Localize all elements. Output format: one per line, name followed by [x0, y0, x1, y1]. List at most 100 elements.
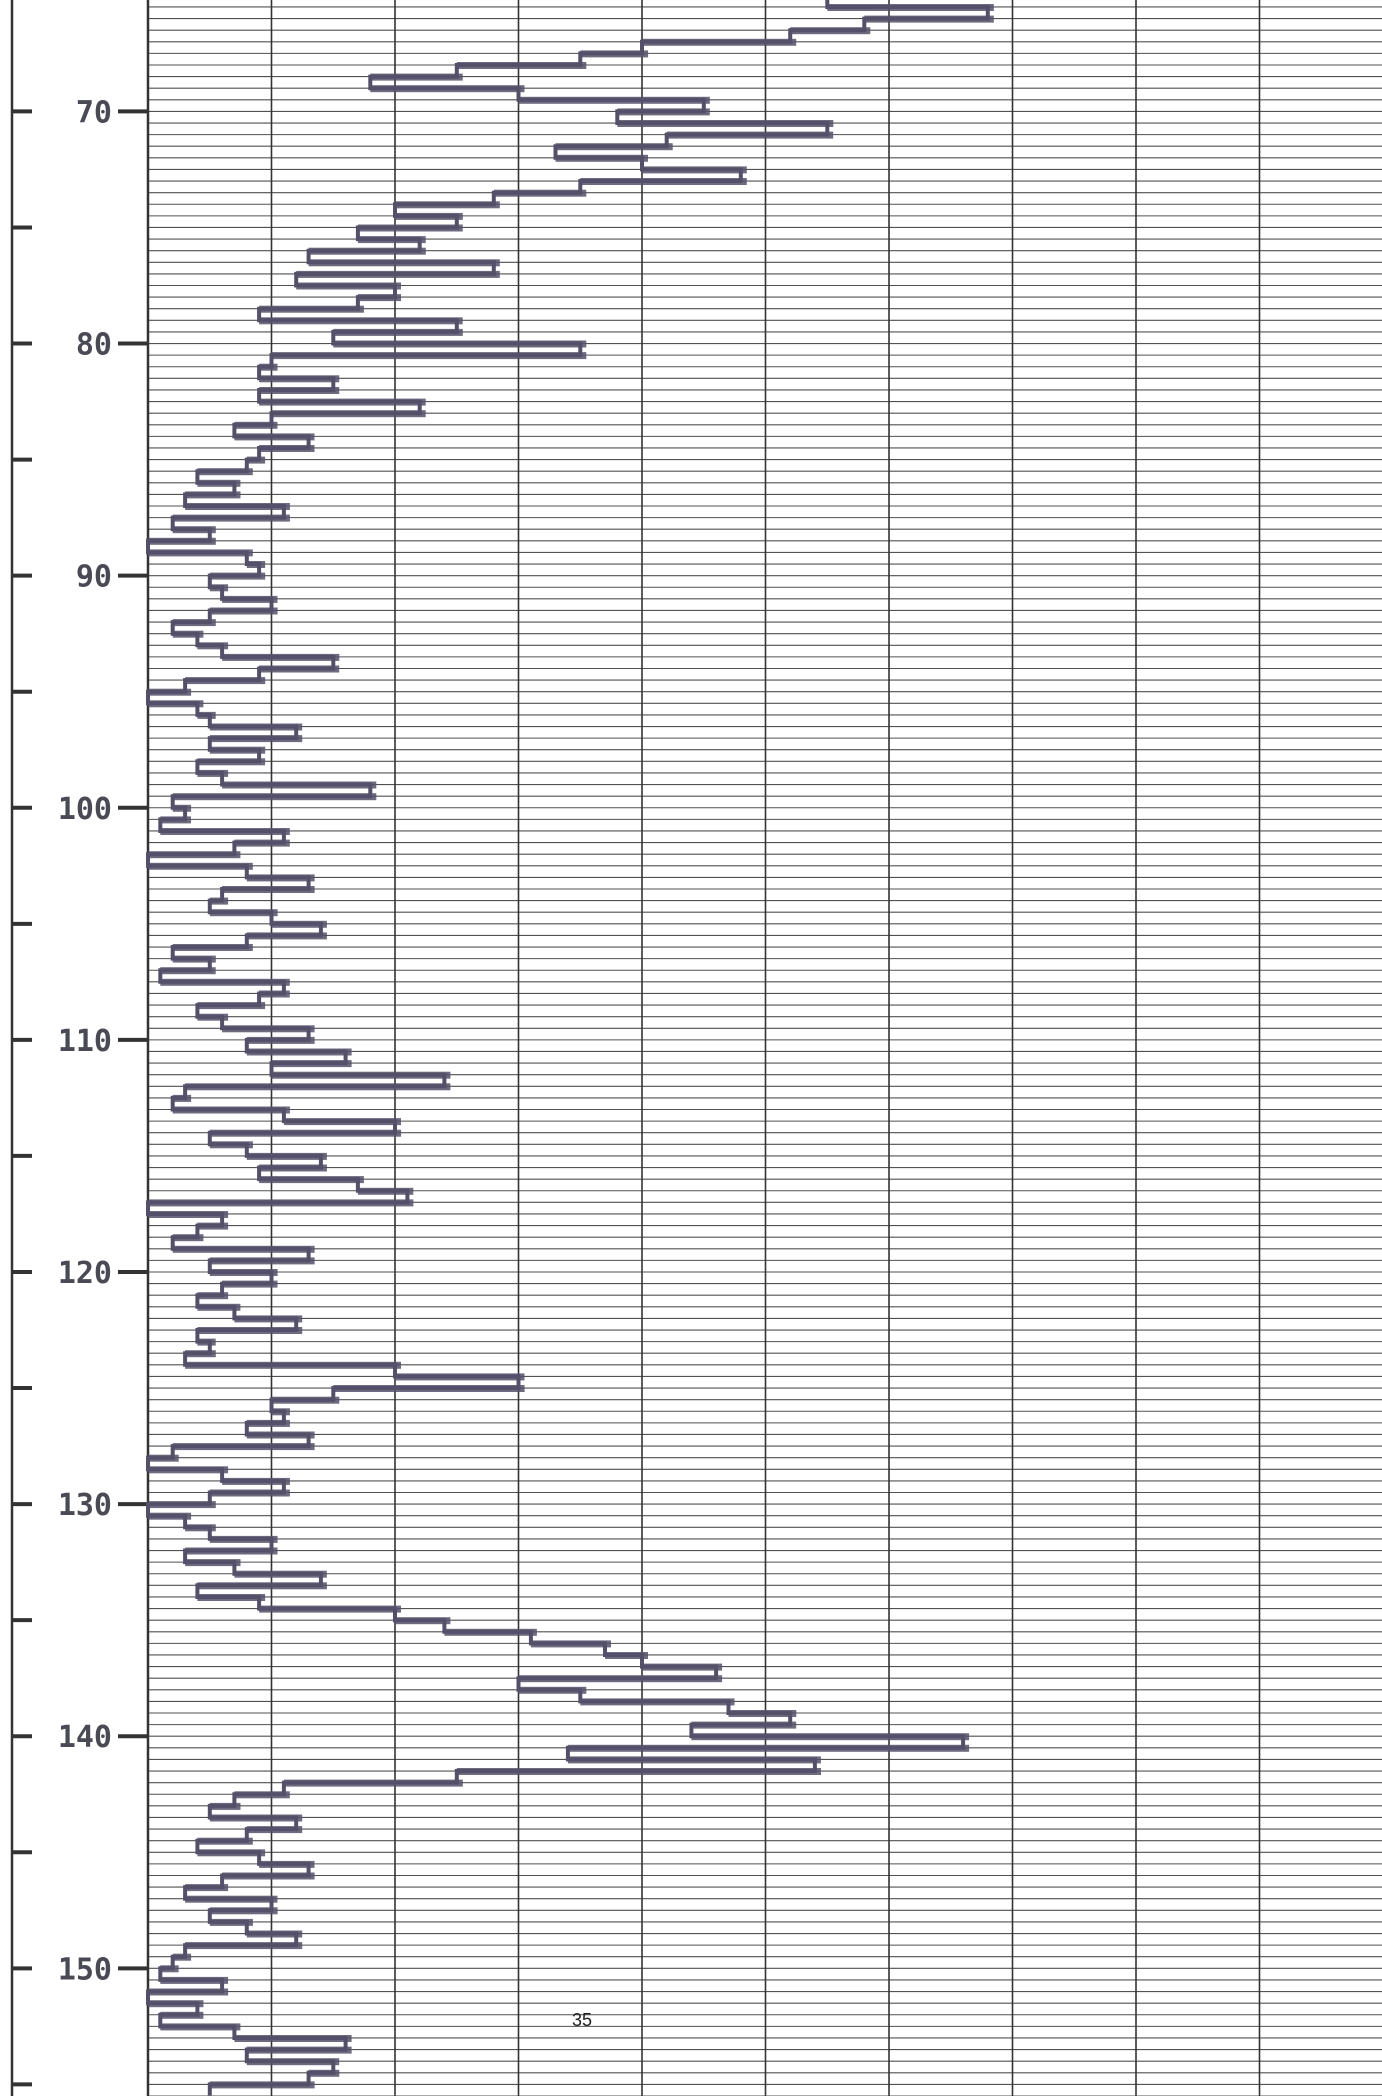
log-sample-bar: [172, 804, 192, 812]
log-sample-bar: [246, 1419, 290, 1427]
log-sample-bar: [296, 270, 500, 278]
log-sample-bar: [259, 665, 340, 673]
log-sample-bar: [197, 1594, 266, 1601]
log-sample-bar: [209, 735, 303, 743]
log-sample-bar: [160, 967, 216, 975]
log-sample-bar: [222, 1025, 315, 1033]
log-sample-bar: [172, 514, 290, 522]
log-sample-bar: [148, 1211, 229, 1218]
log-sample-bar: [333, 1385, 525, 1392]
log-sample-bar: [456, 1768, 821, 1775]
log-sample-bar: [148, 700, 204, 708]
log-sample-bar: [283, 1779, 463, 1787]
log-sample-bar: [209, 1814, 303, 1822]
log-sample-bar: [209, 572, 266, 580]
log-sample-bar: [555, 143, 673, 151]
log-sample-bar: [259, 1605, 401, 1613]
log-sample-bar: [160, 2011, 204, 2019]
log-sample-bar: [827, 4, 994, 11]
log-sample-bar: [209, 1129, 402, 1137]
log-sample-bar: [197, 711, 216, 719]
log-sample-bar: [172, 1443, 315, 1451]
log-sample-bar: [209, 607, 278, 615]
log-sample-bar: [555, 154, 648, 162]
log-sample-bar: [209, 897, 229, 905]
depth-tick-label: 70: [76, 95, 112, 130]
depth-tick-label: 90: [76, 560, 112, 595]
log-sample-bar: [259, 363, 278, 371]
log-sample-bar: [160, 978, 290, 986]
log-sample-bar: [197, 1002, 266, 1010]
log-sample-bar: [222, 886, 315, 893]
log-sample-bar: [209, 1141, 253, 1149]
log-sample-bar: [259, 445, 315, 452]
log-sample-bar: [172, 944, 253, 951]
log-sample-bar: [172, 955, 216, 963]
log-sample-bar: [357, 294, 401, 302]
log-sample-bar: [197, 1303, 241, 1311]
log-sample-bar: [209, 1257, 315, 1265]
log-sample-bar: [160, 1965, 179, 1973]
log-sample-bar: [148, 1199, 414, 1207]
log-sample-bar: [271, 410, 426, 418]
depth-tick-label: 100: [58, 792, 112, 827]
log-sample-bar: [197, 479, 241, 487]
log-sample-bar: [185, 1884, 229, 1892]
log-sample-bar: [160, 1976, 229, 1984]
log-sample-bar: [642, 38, 797, 46]
log-sample-bar: [148, 1512, 192, 1520]
log-sample-bar: [246, 1036, 315, 1044]
depth-tick-label: 130: [58, 1488, 112, 1523]
log-trace: [146, 0, 994, 2096]
log-sample-bar: [197, 468, 253, 476]
log-sample-bar: [185, 1559, 241, 1567]
log-sample-bar: [246, 932, 327, 940]
log-sample-bar: [234, 1315, 303, 1323]
log-sample-bar: [259, 317, 463, 325]
log-sample-bar: [222, 1280, 278, 1288]
log-sample-bar: [185, 1942, 303, 1950]
depth-tick-label: 120: [58, 1256, 112, 1291]
log-sample-bar: [395, 212, 463, 220]
log-sample-bar: [370, 85, 525, 93]
log-sample-bar: [580, 178, 747, 185]
log-sample-bar: [790, 27, 871, 35]
log-sample-bar: [271, 1408, 290, 1416]
log-sample-bar: [246, 1152, 327, 1160]
log-sample-bar: [395, 1373, 525, 1381]
log-sample-bar: [160, 816, 191, 824]
log-sample-bar: [518, 96, 710, 104]
log-sample-bar: [160, 2023, 241, 2031]
log-sample-bar: [333, 328, 463, 336]
log-sample-bar: [246, 1048, 352, 1056]
log-sample-bar: [197, 1837, 253, 1845]
log-sample-bar: [197, 1222, 229, 1230]
log-sample-bar: [209, 1918, 253, 1926]
log-sample-bar: [246, 874, 315, 882]
log-sample-bar: [222, 1872, 315, 1880]
log-sample-bar: [197, 1338, 216, 1346]
log-sample-bar: [246, 456, 266, 464]
log-sample-bar: [148, 1501, 216, 1509]
log-sample-bar: [209, 909, 278, 917]
log-sample-bar: [209, 723, 303, 731]
log-sample-bar: [617, 108, 710, 116]
log-sample-bar: [259, 305, 364, 313]
log-sample-bar: [666, 131, 834, 139]
log-sample-bar: [444, 1628, 537, 1636]
log-sample-bar: [234, 1791, 290, 1799]
log-sample-bar: [333, 340, 587, 348]
log-sample-bar: [185, 1895, 278, 1903]
log-sample-bar: [148, 1988, 229, 1996]
log-sample-bar: [222, 653, 340, 661]
log-sample-bar: [271, 352, 587, 360]
log-sample-bar: [493, 189, 587, 197]
log-sample-bar: [283, 1118, 401, 1126]
log-sample-bar: [605, 1652, 648, 1659]
log-sample-bar: [148, 1466, 229, 1474]
log-sample-bar: [642, 166, 747, 174]
log-sample-bar: [357, 236, 426, 244]
log-sample-bar: [185, 677, 266, 685]
